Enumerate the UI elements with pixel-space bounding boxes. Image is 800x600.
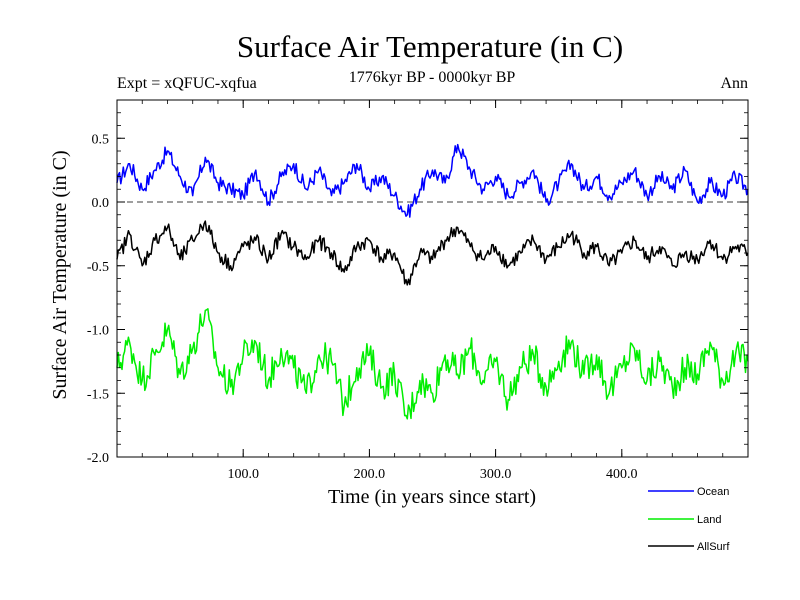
y-tick-label: -1.5	[87, 387, 109, 402]
series-line-land	[116, 308, 749, 420]
x-tick-label: 200.0	[354, 467, 386, 482]
series-line-allsurf	[116, 220, 749, 286]
legend: Ocean Land AllSurf	[648, 486, 730, 553]
series-line-ocean	[116, 143, 749, 218]
period-label: 1776kyr BP - 0000kyr BP	[349, 69, 516, 86]
y-tick-label: 0.0	[92, 196, 110, 211]
y-tick-label: -0.5	[87, 260, 109, 275]
plot-frame	[116, 99, 749, 458]
legend-label-ocean: Ocean	[697, 486, 729, 498]
x-tick-label: 100.0	[227, 467, 259, 482]
series-layer	[116, 143, 749, 420]
y-tick-label: 0.5	[92, 132, 110, 147]
legend-label-allsurf: AllSurf	[697, 541, 730, 553]
x-axis-label: Time (in years since start)	[328, 486, 536, 508]
legend-label-land: Land	[697, 514, 721, 526]
x-tick-label: 300.0	[480, 467, 512, 482]
season-label: Ann	[720, 75, 748, 92]
chart-title: Surface Air Temperature (in C)	[237, 29, 623, 64]
y-tick-label: -1.0	[87, 324, 109, 339]
x-tick-label: 400.0	[606, 467, 638, 482]
experiment-label: Expt = xQFUC-xqfua	[117, 75, 257, 92]
axes-layer: 0.5 0.0 -0.5 -1.0 -1.5 -2.0 100.0 200.0 300.0 400…	[87, 99, 749, 482]
y-axis-label: Surface Air Temperature (in C)	[49, 150, 71, 399]
y-tick-label: -2.0	[87, 451, 109, 466]
